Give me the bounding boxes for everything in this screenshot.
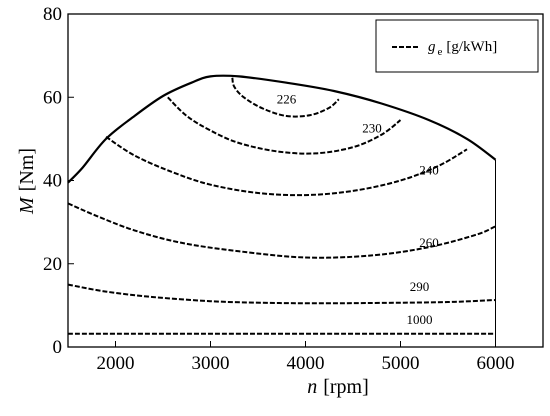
y-tick-label: 20 — [43, 254, 62, 275]
contour-label-290: 290 — [410, 279, 430, 294]
y-tick-label: 40 — [43, 171, 62, 192]
x-tick-label: 3000 — [192, 353, 230, 374]
y-tick-label: 80 — [43, 4, 62, 25]
contour-label-240: 240 — [419, 162, 439, 177]
x-axis-unit: [rpm] — [323, 376, 369, 398]
legend-subscript: e — [438, 46, 443, 58]
y-axis-ticks: 0 20 40 60 80 — [43, 4, 74, 358]
x-axis-ticks: 2000 3000 4000 5000 6000 — [97, 341, 515, 374]
y-tick-label: 60 — [43, 87, 62, 108]
contour-label-230: 230 — [362, 121, 382, 136]
series-layer — [67, 77, 496, 335]
contour-label-layer: 226 230 240 260 290 1000 — [277, 91, 439, 327]
x-tick-label: 6000 — [477, 353, 515, 374]
y-axis-label: M [Nm] — [16, 148, 38, 215]
contour-226 — [231, 77, 340, 118]
x-tick-label: 5000 — [382, 353, 420, 374]
legend-symbol: g — [428, 39, 436, 55]
contour-240 — [105, 135, 468, 197]
x-tick-label: 4000 — [287, 353, 325, 374]
y-tick-label: 0 — [53, 337, 63, 358]
x-axis-label: n [rpm] — [307, 376, 369, 398]
legend-label: g e [g/kWh] — [428, 39, 497, 58]
contour-label-1000: 1000 — [407, 312, 433, 327]
contour-260 — [67, 202, 496, 259]
x-tick-label: 2000 — [97, 353, 135, 374]
boundary-curve — [67, 74, 497, 184]
contour-290 — [67, 283, 496, 305]
legend-unit: [g/kWh] — [446, 39, 497, 55]
contour-label-226: 226 — [277, 91, 297, 106]
legend: g e [g/kWh] — [375, 19, 539, 73]
y-axis-unit: [Nm] — [16, 148, 38, 191]
boundary-layer — [67, 74, 497, 347]
y-axis-symbol: M — [16, 196, 38, 215]
contour-label-260: 260 — [419, 235, 439, 250]
x-axis-symbol: n — [307, 376, 317, 398]
